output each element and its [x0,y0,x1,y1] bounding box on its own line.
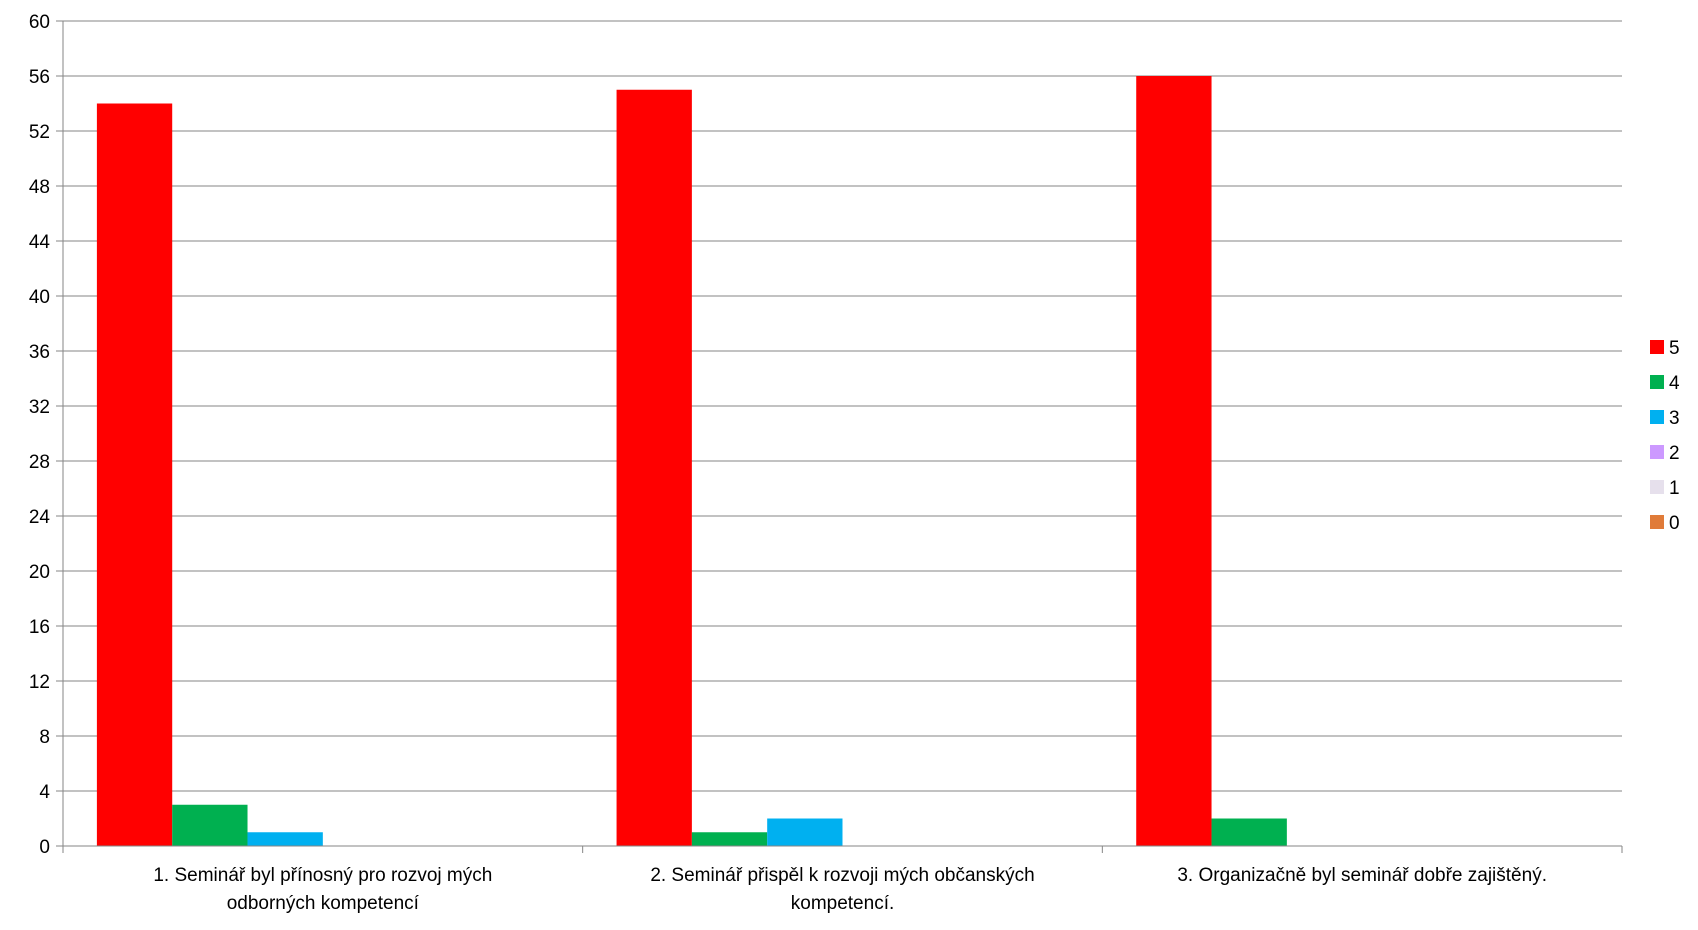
y-tick-label: 36 [29,342,50,363]
legend-swatch-3 [1650,410,1664,424]
y-tick-label: 48 [29,177,50,198]
y-tick-label: 20 [29,562,50,583]
x-category-label: 2. Seminář přispěl k rozvoji mých občans… [650,865,1034,886]
bar-series-4 [1211,818,1287,846]
y-tick-label: 40 [29,287,50,308]
bar-series-5 [96,103,173,846]
axes [62,21,1623,853]
legend: 5 4 3 2 1 0 [1650,338,1680,534]
legend-label-3: 3 [1669,408,1680,429]
x-category-label: 3. Organizačně byl seminář dobře zajiště… [1177,865,1547,886]
legend-label-5: 5 [1669,338,1680,359]
bar-series-5 [1136,76,1212,846]
y-tick-label: 32 [29,397,50,418]
y-tick-label: 52 [29,122,50,143]
bar-series-3 [767,818,843,846]
gridlines [63,20,1622,792]
y-tick-label: 44 [29,232,51,253]
x-category-label: odborných kompetencí [227,893,420,914]
legend-label-2: 2 [1669,443,1680,464]
x-category-label: kompetencí. [791,893,895,914]
legend-label-1: 1 [1669,478,1680,499]
legend-swatch-5 [1650,340,1664,354]
y-tick-label: 4 [39,782,50,803]
bar-series-5 [616,89,692,846]
legend-swatch-1 [1650,480,1664,494]
bar-series-4 [172,804,248,846]
bar-series-3 [247,832,323,846]
x-axis-labels: 1. Seminář byl přínosný pro rozvoj mých o… [153,865,1547,914]
legend-label-0: 0 [1669,513,1680,534]
legend-swatch-2 [1650,445,1664,459]
y-tick-label: 8 [39,727,50,748]
y-tick-label: 0 [39,837,50,858]
y-tick-label: 56 [29,67,50,88]
legend-swatch-4 [1650,375,1664,389]
y-tick-label: 28 [29,452,50,473]
legend-label-4: 4 [1669,373,1680,394]
bar-series-4 [691,832,768,846]
bars [96,76,1287,846]
y-tick-label: 24 [29,507,51,528]
y-tick-label: 16 [29,617,50,638]
y-tick-label: 60 [29,12,50,33]
x-category-label: 1. Seminář byl přínosný pro rozvoj mých [153,865,492,886]
y-tick-label: 12 [29,672,50,693]
legend-swatch-0 [1650,515,1664,529]
